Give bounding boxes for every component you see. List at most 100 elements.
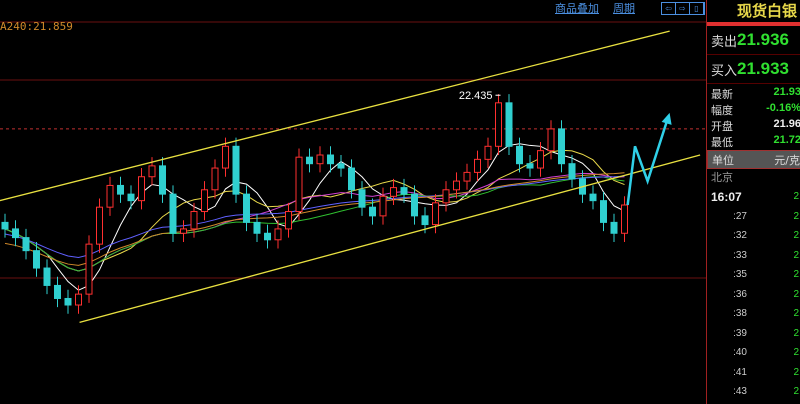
candle-body <box>85 243 93 295</box>
ma10-line <box>4 149 625 272</box>
candle-body <box>75 293 82 306</box>
candle-body <box>516 145 523 165</box>
peak-label: 22.435 <box>459 90 493 102</box>
candle-body <box>495 102 502 147</box>
quote-value: 21.96 <box>773 118 800 130</box>
tick-price: 2 <box>793 269 799 281</box>
candle-body <box>505 102 513 147</box>
candle-body <box>390 187 397 197</box>
ma5-line <box>4 143 625 291</box>
quote-value: -0.16% <box>766 102 800 114</box>
ma240-label: A240:21.859 <box>0 20 73 33</box>
unit-label: 单位 <box>712 153 734 167</box>
quote-label: 最新 <box>711 88 733 101</box>
quote-value: 21.93 <box>773 86 800 98</box>
tick-time: 16:07 <box>711 189 742 204</box>
candle-body <box>232 145 240 195</box>
tick-price: 2 <box>793 249 799 261</box>
quote-value: 21.72 <box>773 134 800 146</box>
candle-body <box>180 228 187 234</box>
tick-price: 2 <box>793 230 799 242</box>
candle-body <box>316 154 324 165</box>
candle-body <box>547 128 555 152</box>
candle-body <box>222 145 229 169</box>
overlay-button[interactable]: 商品叠加 <box>555 2 599 15</box>
tick-time: :32 <box>733 230 747 242</box>
ma60-line <box>4 175 625 259</box>
candle-body <box>537 150 544 169</box>
buy-price: 21.933 <box>737 59 789 78</box>
quote-row: 幅度 -0.16% <box>707 102 800 118</box>
arrow-left-icon[interactable]: ⇦ <box>662 3 676 14</box>
tick-time: :33 <box>733 249 747 261</box>
arrow-right-icon[interactable]: ⇨ <box>676 3 690 14</box>
sell-row: 卖出 21.936 <box>707 26 800 55</box>
tick-price: 2 <box>793 386 799 398</box>
candle-body <box>127 193 135 202</box>
candle-body <box>1 221 9 230</box>
candle-body <box>201 189 208 213</box>
candle-body <box>432 202 439 226</box>
candle-body <box>600 200 607 223</box>
sell-label: 卖出 <box>711 34 738 50</box>
candle-body <box>285 211 292 230</box>
quote-label: 最低 <box>711 136 733 149</box>
buy-label: 买入 <box>711 63 738 79</box>
tick-row: 16:07 2 <box>707 187 800 207</box>
candle-body <box>306 156 313 165</box>
candle-body <box>54 284 61 299</box>
candle-body <box>274 228 282 241</box>
divider <box>707 22 800 26</box>
period-button[interactable]: 周期 <box>613 2 635 15</box>
candle-body <box>484 145 492 160</box>
tick-time: :43 <box>733 386 747 398</box>
candle-body <box>369 206 376 217</box>
chart-toolbar: 商品叠加 周期 <box>555 0 635 18</box>
tick-row: :36 2 <box>707 285 800 305</box>
tick-time: :35 <box>733 269 747 281</box>
candle-body <box>358 189 366 208</box>
sell-price: 21.936 <box>737 30 789 49</box>
tick-time: :40 <box>733 347 747 359</box>
price-chart: 22.435 <box>0 21 706 324</box>
tick-time: :27 <box>733 210 747 222</box>
quote-panel: 现货白银 卖出 21.936 买入 21.933 最新 21.93 幅度 -0.16% 开盘… <box>706 0 800 404</box>
tick-time: :39 <box>733 327 747 339</box>
candle-body <box>43 267 51 286</box>
candle-body <box>33 250 40 269</box>
tick-price: 2 <box>793 327 799 339</box>
candle-body <box>253 221 261 234</box>
candle-body <box>621 204 628 234</box>
candle-body <box>589 193 597 202</box>
candle-body <box>558 128 565 165</box>
city-label: 北京 <box>711 171 733 184</box>
candle-body <box>463 171 471 182</box>
candle-body <box>442 189 450 204</box>
tick-price: 2 <box>793 366 799 378</box>
quote-row: 最新 21.93 <box>707 86 800 102</box>
tick-time: :36 <box>733 288 747 300</box>
tick-time: :41 <box>733 366 747 378</box>
tick-row: :40 2 <box>707 343 800 363</box>
nav-buttons: ⇦ ⇨ ▯ <box>661 2 705 15</box>
candle-body <box>411 193 418 217</box>
quote-label: 幅度 <box>711 104 733 117</box>
quote-row: 最低 21.72 <box>707 134 800 150</box>
tick-price: 2 <box>793 288 799 300</box>
candle-body <box>474 158 481 173</box>
candle-body <box>22 237 30 252</box>
ma240-line <box>4 172 625 266</box>
candle-body <box>148 165 156 178</box>
candle-body <box>568 163 576 180</box>
candle-body <box>453 180 460 191</box>
candle-body <box>400 187 408 195</box>
candle-body <box>243 193 250 223</box>
candle-body <box>264 232 271 241</box>
tick-price: 2 <box>793 210 799 222</box>
channel-lower-line <box>79 154 701 324</box>
panel-icon[interactable]: ▯ <box>690 3 704 14</box>
candle-body <box>348 167 355 191</box>
candle-body <box>106 184 114 208</box>
candle-body <box>526 163 534 169</box>
candle-body <box>12 228 19 239</box>
